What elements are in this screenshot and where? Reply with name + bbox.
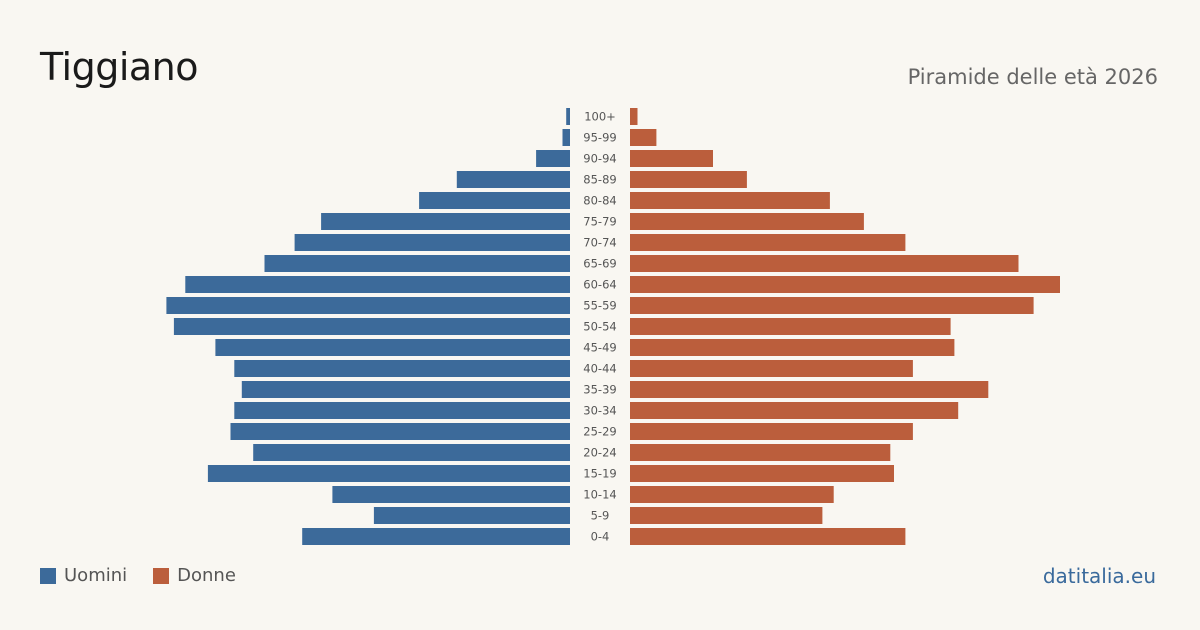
age-label: 35-39 bbox=[583, 383, 616, 397]
age-label: 50-54 bbox=[583, 320, 616, 334]
age-label: 15-19 bbox=[583, 467, 616, 481]
age-label: 20-24 bbox=[583, 446, 616, 460]
bar-women-70-74 bbox=[630, 234, 905, 251]
bar-men-30-34 bbox=[234, 402, 570, 419]
bar-women-40-44 bbox=[630, 360, 913, 377]
legend-swatch-women bbox=[153, 568, 169, 584]
bar-men-20-24 bbox=[253, 444, 570, 461]
bar-women-65-69 bbox=[630, 255, 1019, 272]
bar-men-75-79 bbox=[321, 213, 570, 230]
bar-women-20-24 bbox=[630, 444, 890, 461]
bar-men-80-84 bbox=[419, 192, 570, 209]
bar-men-5-9 bbox=[374, 507, 570, 524]
bar-men-25-29 bbox=[231, 423, 571, 440]
bar-men-0-4 bbox=[302, 528, 570, 545]
bar-men-100+ bbox=[566, 108, 570, 125]
legend-swatch-men bbox=[40, 568, 56, 584]
age-label: 40-44 bbox=[583, 362, 616, 376]
bar-women-90-94 bbox=[630, 150, 713, 167]
source-link[interactable]: datitalia.eu bbox=[1043, 564, 1156, 588]
bar-women-30-34 bbox=[630, 402, 958, 419]
bar-men-60-64 bbox=[185, 276, 570, 293]
bar-women-5-9 bbox=[630, 507, 822, 524]
age-label: 85-89 bbox=[583, 173, 616, 187]
age-label: 45-49 bbox=[583, 341, 616, 355]
bar-men-65-69 bbox=[265, 255, 571, 272]
age-label: 0-4 bbox=[591, 530, 610, 544]
age-label: 10-14 bbox=[583, 488, 616, 502]
age-label: 75-79 bbox=[583, 215, 616, 229]
bar-men-10-14 bbox=[332, 486, 570, 503]
bar-men-35-39 bbox=[242, 381, 570, 398]
bar-women-85-89 bbox=[630, 171, 747, 188]
bar-women-80-84 bbox=[630, 192, 830, 209]
legend-item-women: Donne bbox=[153, 565, 236, 586]
bar-women-75-79 bbox=[630, 213, 864, 230]
bar-women-45-49 bbox=[630, 339, 954, 356]
bar-men-90-94 bbox=[536, 150, 570, 167]
age-label: 70-74 bbox=[583, 236, 616, 250]
legend-label-women: Donne bbox=[177, 565, 236, 586]
age-label: 80-84 bbox=[583, 194, 616, 208]
bar-women-100+ bbox=[630, 108, 638, 125]
legend-label-men: Uomini bbox=[64, 565, 127, 586]
bar-women-10-14 bbox=[630, 486, 834, 503]
age-label: 65-69 bbox=[583, 257, 616, 271]
bar-women-95-99 bbox=[630, 129, 656, 146]
bar-men-50-54 bbox=[174, 318, 570, 335]
legend: Uomini Donne bbox=[40, 565, 262, 586]
age-label: 60-64 bbox=[583, 278, 616, 292]
age-label: 95-99 bbox=[583, 131, 616, 145]
bar-women-0-4 bbox=[630, 528, 905, 545]
bar-men-55-59 bbox=[166, 297, 570, 314]
bar-men-15-19 bbox=[208, 465, 570, 482]
age-label: 5-9 bbox=[591, 509, 610, 523]
bar-men-85-89 bbox=[457, 171, 570, 188]
bar-women-60-64 bbox=[630, 276, 1060, 293]
age-label: 100+ bbox=[584, 110, 616, 124]
age-label: 25-29 bbox=[583, 425, 616, 439]
bar-men-40-44 bbox=[234, 360, 570, 377]
bar-women-55-59 bbox=[630, 297, 1034, 314]
bar-women-25-29 bbox=[630, 423, 913, 440]
bar-men-95-99 bbox=[563, 129, 571, 146]
age-label: 90-94 bbox=[583, 152, 616, 166]
legend-item-men: Uomini bbox=[40, 565, 127, 586]
bar-women-15-19 bbox=[630, 465, 894, 482]
bar-women-35-39 bbox=[630, 381, 988, 398]
age-label: 55-59 bbox=[583, 299, 616, 313]
bar-women-50-54 bbox=[630, 318, 951, 335]
bar-men-45-49 bbox=[215, 339, 570, 356]
bar-men-70-74 bbox=[295, 234, 570, 251]
age-label: 30-34 bbox=[583, 404, 616, 418]
